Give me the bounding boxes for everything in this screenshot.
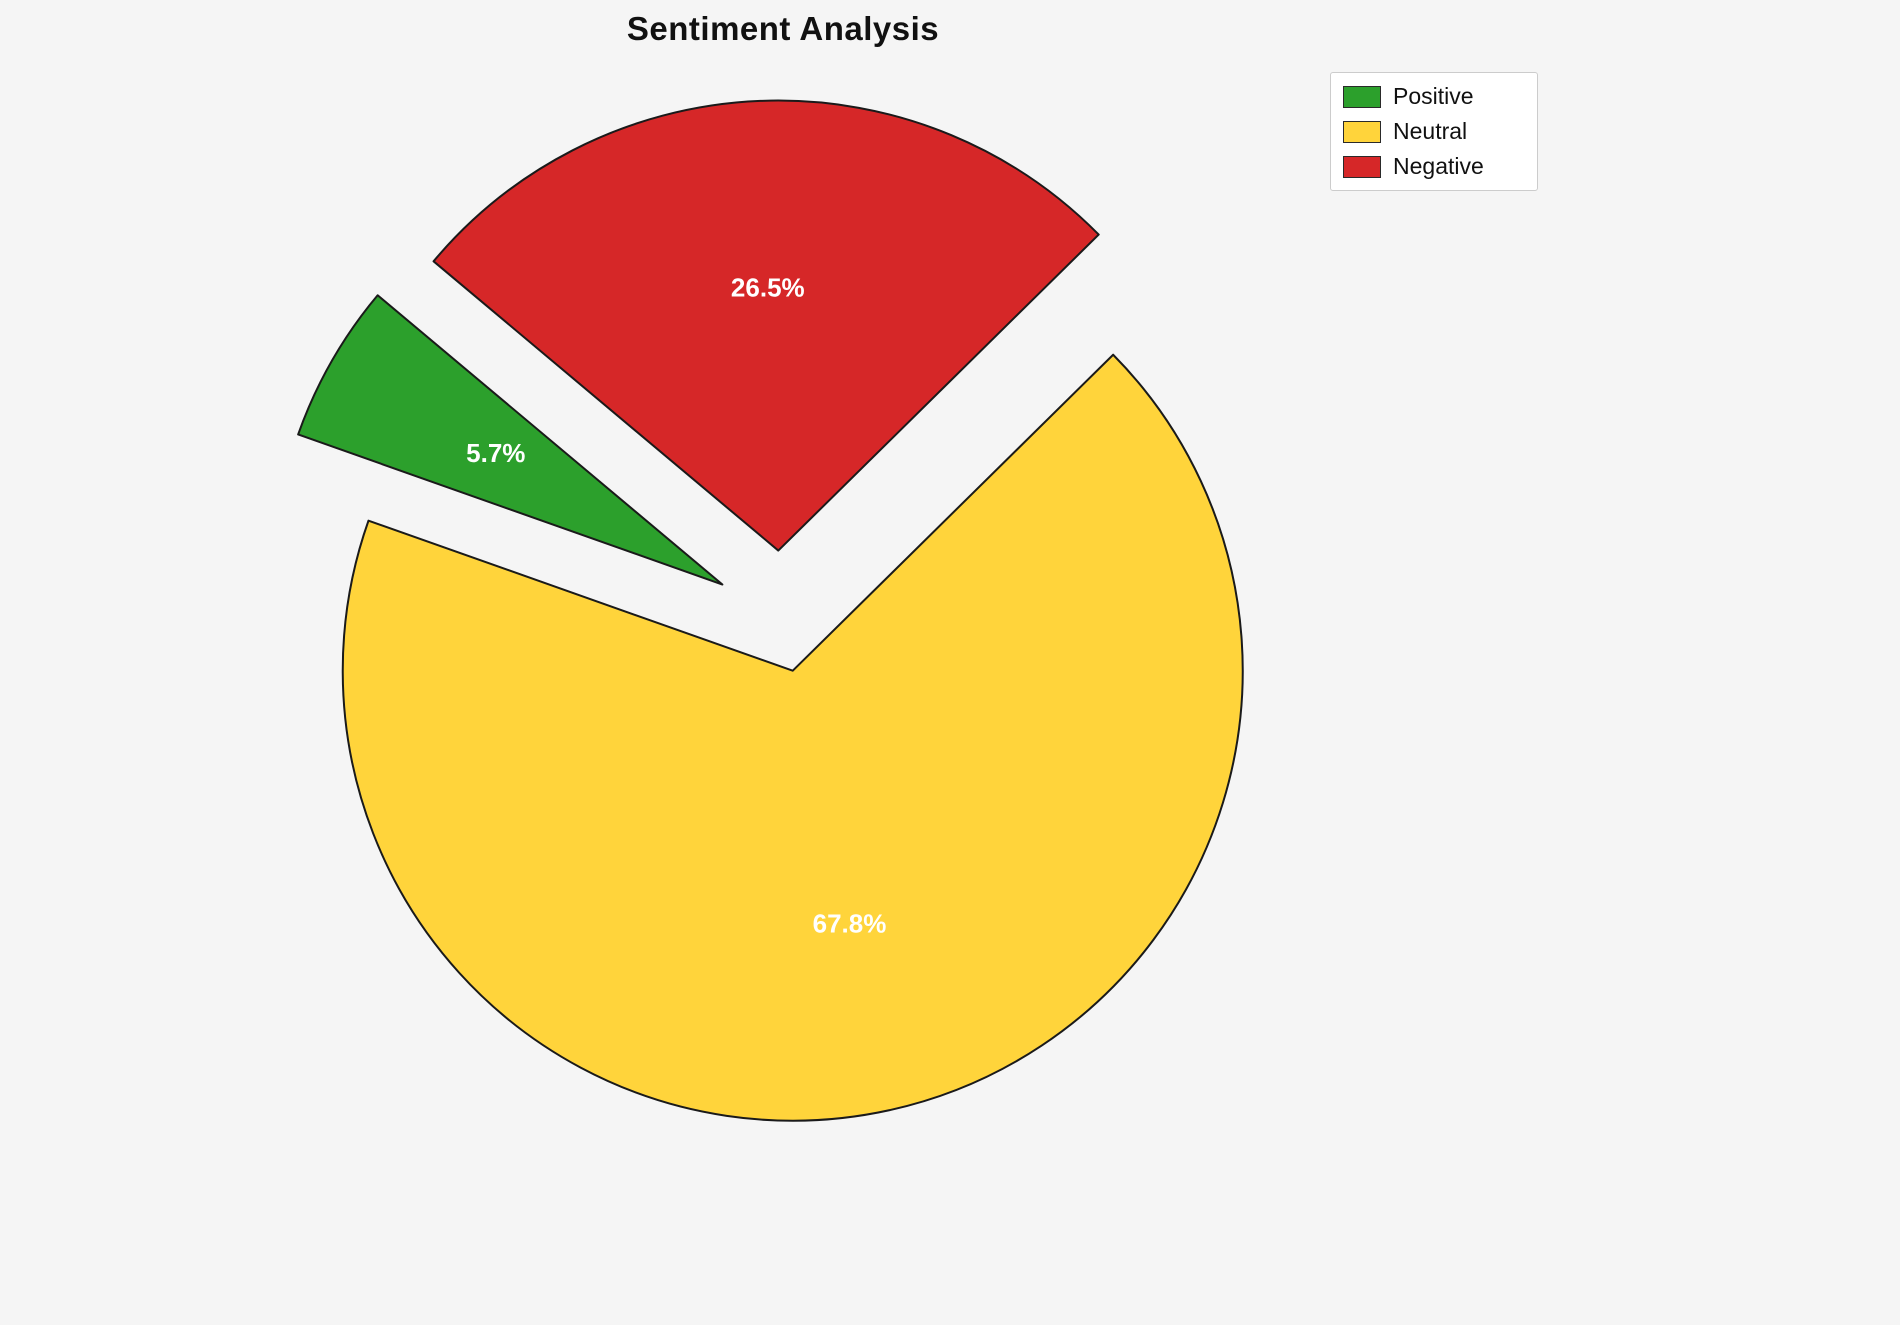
- legend-swatch-positive: [1343, 85, 1381, 108]
- legend-label: Negative: [1393, 153, 1484, 179]
- pie-slice-pct-negative: 26.5%: [731, 273, 805, 303]
- pie-slice-pct-positive: 5.7%: [466, 438, 525, 468]
- pie-slice-pct-neutral: 67.8%: [813, 908, 887, 938]
- pie-slice-positive: [297, 294, 724, 586]
- legend-swatch-neutral: [1343, 120, 1381, 143]
- legend-item-neutral: Neutral: [1343, 120, 1525, 143]
- legend: Positive Neutral Negative: [1330, 72, 1538, 191]
- pie-slice-negative: [432, 99, 1100, 552]
- legend-item-negative: Negative: [1343, 155, 1525, 178]
- legend-swatch-negative: [1343, 155, 1381, 178]
- chart-title: Sentiment Analysis: [626, 10, 940, 47]
- pie-slice-neutral: [341, 353, 1244, 1122]
- legend-label: Positive: [1393, 83, 1474, 109]
- legend-label: Neutral: [1393, 118, 1468, 144]
- legend-item-positive: Positive: [1343, 85, 1525, 108]
